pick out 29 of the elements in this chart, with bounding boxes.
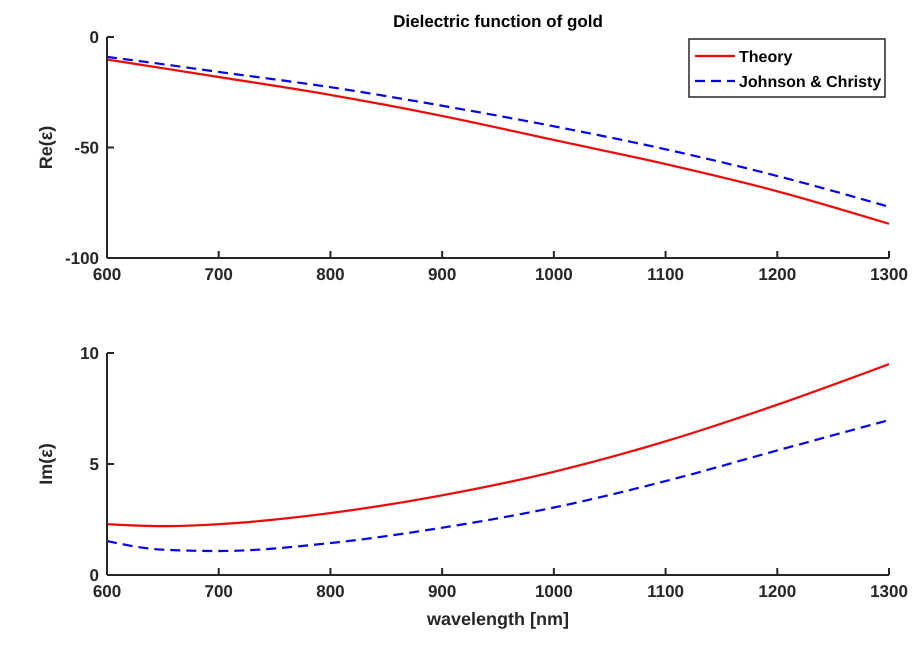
legend-label: Theory: [739, 49, 792, 66]
y-tick-label: 0: [90, 566, 99, 585]
x-tick-label: 800: [316, 265, 345, 284]
y-tick-label: -100: [64, 249, 99, 268]
x-tick-label: 1300: [870, 265, 908, 284]
y-axis-title: Im(ε): [36, 443, 56, 485]
y-axis-title: Re(ε): [36, 126, 56, 170]
x-tick-label: 1200: [758, 265, 796, 284]
x-tick-label: 1100: [647, 265, 684, 284]
x-tick-label: 1300: [870, 582, 908, 601]
x-tick-label: 800: [316, 582, 345, 601]
x-tick-label: 1000: [534, 265, 573, 284]
x-tick-label: 700: [204, 265, 233, 284]
x-tick-label: 900: [428, 582, 456, 601]
x-tick-label: 700: [204, 582, 233, 601]
chart-title: Dielectric function of gold: [393, 12, 603, 31]
y-tick-label: 5: [90, 455, 99, 474]
y-tick-label: 0: [90, 28, 99, 47]
x-tick-label: 1200: [758, 582, 796, 601]
x-tick-label: 600: [92, 582, 122, 601]
x-tick-label: 900: [428, 265, 456, 284]
x-tick-label: 1000: [534, 582, 573, 601]
x-axis-title: wavelength [nm]: [426, 609, 570, 629]
x-tick-label: 600: [92, 265, 122, 284]
y-tick-label: 10: [80, 344, 99, 363]
legend-label: Johnson & Christy: [739, 74, 882, 91]
x-tick-label: 1100: [647, 582, 684, 601]
y-tick-label: -50: [74, 138, 99, 158]
line-series: [106, 363, 890, 528]
